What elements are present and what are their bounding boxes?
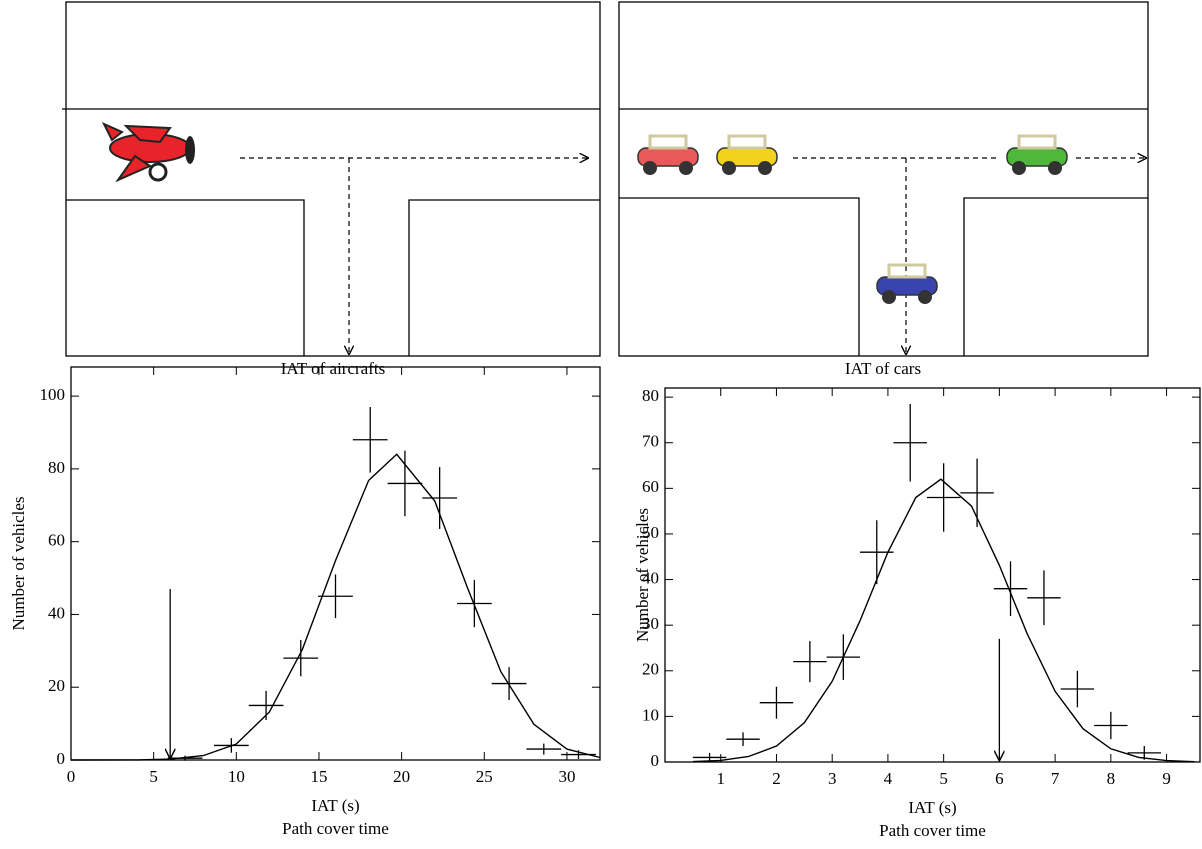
x-tick-label: 6	[995, 769, 1004, 788]
x-tick-label: 5	[939, 769, 948, 788]
y-tick-label: 60	[48, 531, 65, 550]
x-tick-label: 4	[884, 769, 893, 788]
car-icon	[637, 134, 699, 175]
x-tick-label: 25	[476, 767, 493, 786]
plot-frame	[70, 366, 601, 761]
y-tick-label: 10	[642, 705, 659, 724]
fit-curve	[692, 478, 1195, 763]
y-tick-label: 30	[642, 614, 659, 633]
y-axis-label: Number of vehicles	[633, 508, 652, 642]
diagram-label: IAT of cars	[845, 359, 921, 378]
y-tick-label: 40	[642, 568, 659, 587]
x-tick-label: 5	[149, 767, 158, 786]
y-tick-label: 80	[48, 458, 65, 477]
aircraft-diagram: IAT of aircrafts	[62, 1, 601, 378]
diagram-label: IAT of aircrafts	[281, 359, 385, 378]
y-tick-label: 50	[642, 523, 659, 542]
y-tick-label: 80	[642, 386, 659, 405]
y-tick-label: 70	[642, 432, 659, 451]
x-axis-label: IAT (s)	[311, 796, 359, 815]
fit-curve	[70, 453, 601, 761]
x-tick-label: 7	[1051, 769, 1060, 788]
y-tick-label: 0	[57, 749, 66, 768]
x-tick-label: 8	[1107, 769, 1116, 788]
x-tick-label: 1	[716, 769, 725, 788]
x-axis-label: IAT (s)	[908, 798, 956, 817]
y-axis-label: Number of vehicles	[9, 496, 28, 630]
car-icon	[716, 134, 778, 175]
x-tick-label: 2	[772, 769, 781, 788]
caption: Path cover time	[282, 819, 389, 838]
y-tick-label: 100	[40, 385, 66, 404]
caption: Path cover time	[879, 821, 986, 840]
x-tick-label: 15	[310, 767, 327, 786]
car-icon	[1006, 134, 1068, 175]
x-tick-label: 3	[828, 769, 837, 788]
aircraft-icon	[101, 121, 195, 183]
y-tick-label: 40	[48, 603, 65, 622]
car-icon	[876, 263, 938, 304]
plot-frame	[664, 387, 1201, 763]
y-tick-label: 20	[642, 660, 659, 679]
y-tick-label: 60	[642, 477, 659, 496]
cars-diagram: IAT of cars	[618, 1, 1149, 378]
x-tick-label: 10	[228, 767, 245, 786]
x-tick-label: 9	[1162, 769, 1171, 788]
y-tick-label: 20	[48, 676, 65, 695]
x-tick-label: 30	[558, 767, 575, 786]
x-tick-label: 20	[393, 767, 410, 786]
x-tick-label: 0	[67, 767, 76, 786]
y-tick-label: 0	[651, 751, 660, 770]
